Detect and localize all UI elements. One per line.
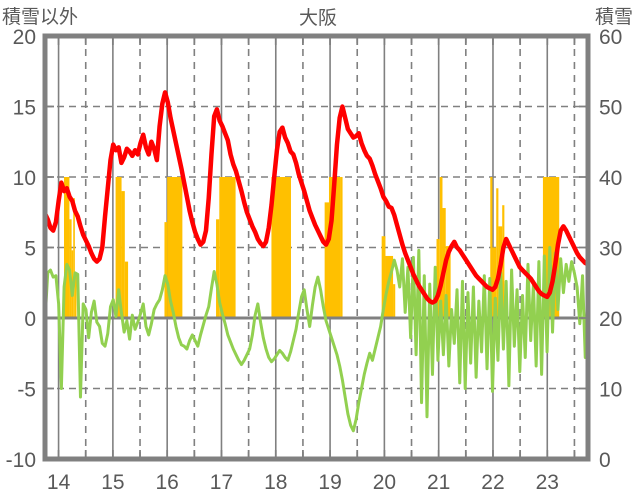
y-tick-label-left: -5	[17, 379, 36, 402]
x-tick-label: 21	[427, 471, 450, 494]
y-tick-label-right: 60	[599, 26, 622, 49]
x-tick-label: 23	[536, 471, 559, 494]
y-tick-label-left: 15	[13, 97, 36, 120]
y-tick-label-right: 0	[599, 449, 611, 472]
y-tick-label-left: 20	[13, 26, 36, 49]
y-tick-label-right: 10	[599, 379, 622, 402]
x-tick-label: 19	[318, 471, 341, 494]
x-tick-label: 15	[101, 471, 124, 494]
green-line	[43, 246, 590, 433]
axis-tick-labels: -10 -5 0 5 10 15 20 0 10 20 30 40 50 60 14 15 16 17 18 19 20…	[6, 26, 623, 494]
y-tick-label-right: 20	[599, 308, 622, 331]
y-tick-label-left: 0	[24, 308, 36, 331]
y-tick-label-right: 30	[599, 238, 622, 261]
x-tick-label: 17	[210, 471, 233, 494]
y-tick-label-right: 50	[599, 97, 622, 120]
axis-ticks	[45, 36, 588, 459]
right-axis-title: 積雪	[594, 7, 633, 28]
y-tick-label-left: 5	[24, 238, 36, 261]
x-tick-label: 14	[47, 471, 71, 494]
y-tick-label-left: 10	[13, 167, 36, 190]
chart-title: 大阪	[298, 8, 337, 29]
gridlines	[45, 36, 588, 459]
y-tick-label-left: -10	[6, 449, 36, 472]
left-axis-title: 積雪以外	[2, 7, 79, 28]
y-tick-label-right: 40	[599, 167, 622, 190]
x-tick-label: 18	[264, 471, 287, 494]
x-tick-label: 16	[155, 471, 178, 494]
x-tick-label: 22	[481, 471, 504, 494]
red-line	[42, 90, 591, 305]
x-tick-label: 20	[373, 471, 396, 494]
